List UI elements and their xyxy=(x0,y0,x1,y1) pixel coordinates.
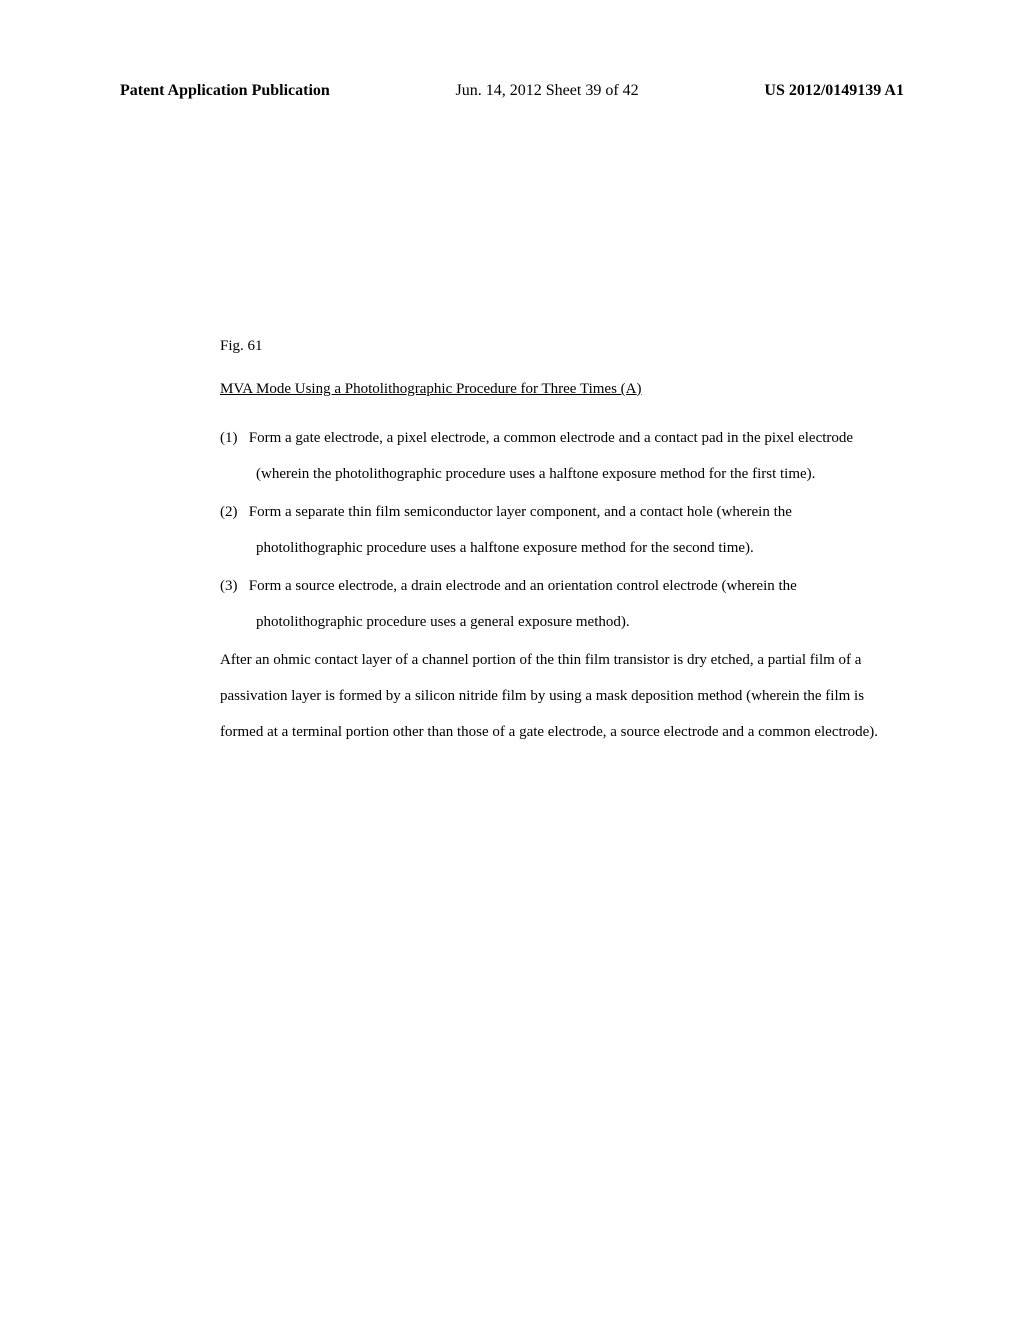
header-left: Patent Application Publication xyxy=(120,82,330,100)
header-right: US 2012/0149139 A1 xyxy=(764,82,904,100)
body-paragraph: After an ohmic contact layer of a channe… xyxy=(220,642,900,750)
figure-label: Fig. 61 xyxy=(220,338,900,355)
header-center: Jun. 14, 2012 Sheet 39 of 42 xyxy=(456,82,639,100)
page-header: Patent Application Publication Jun. 14, … xyxy=(0,82,1024,100)
item-number: (2) xyxy=(220,504,238,520)
item-text: Form a separate thin film semiconductor … xyxy=(249,504,792,556)
item-text: Form a gate electrode, a pixel electrode… xyxy=(249,430,853,482)
list-item: (2) Form a separate thin film semiconduc… xyxy=(220,494,900,566)
item-number: (3) xyxy=(220,578,238,594)
item-number: (1) xyxy=(220,430,238,446)
main-content: Fig. 61 MVA Mode Using a Photolithograph… xyxy=(220,338,900,750)
item-text: Form a source electrode, a drain electro… xyxy=(249,578,797,630)
section-title: MVA Mode Using a Photolithographic Proce… xyxy=(220,381,900,398)
list-item: (1) Form a gate electrode, a pixel elect… xyxy=(220,420,900,492)
list-item: (3) Form a source electrode, a drain ele… xyxy=(220,568,900,640)
